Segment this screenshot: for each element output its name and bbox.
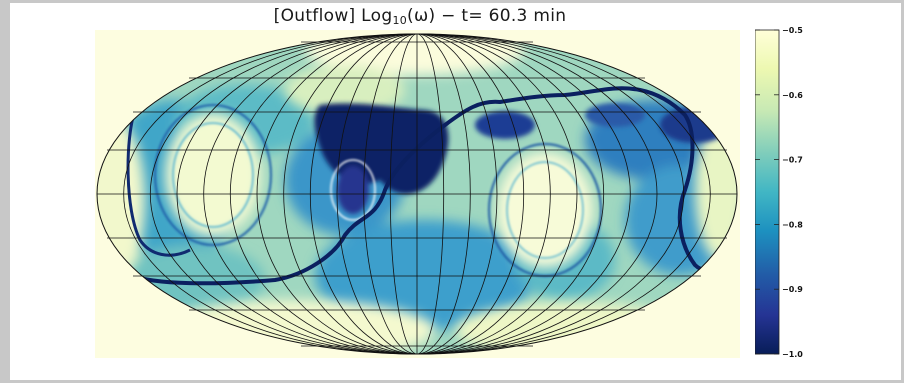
colorbar-tick-label: −1.0 — [782, 350, 803, 359]
figure-title: [Outflow] Log10(ω) − t= 60.3 min — [95, 6, 745, 27]
mollweide-map — [95, 30, 740, 358]
colorbar-tick-label: −0.9 — [782, 285, 803, 294]
graticule — [96, 33, 738, 355]
colorbar-tick-label: −0.6 — [782, 91, 803, 100]
colorbar-tick-label: −0.7 — [782, 156, 803, 165]
colorbar-tick-label: −0.5 — [782, 26, 803, 35]
title-prefix: [Outflow] Log — [273, 6, 393, 26]
title-subscript: 10 — [392, 14, 408, 27]
colorbar-tick-label: −0.8 — [782, 220, 803, 229]
colorbar-gradient — [755, 29, 780, 355]
title-suffix: (ω) − t= 60.3 min — [407, 6, 567, 26]
colorbar: −0.5 −0.6 −0.7 −0.8 −0.9 −1.0 — [755, 26, 803, 359]
front-line — [129, 86, 737, 286]
colorbar-ticks: −0.5 −0.6 −0.7 −0.8 −0.9 −1.0 — [755, 26, 803, 359]
